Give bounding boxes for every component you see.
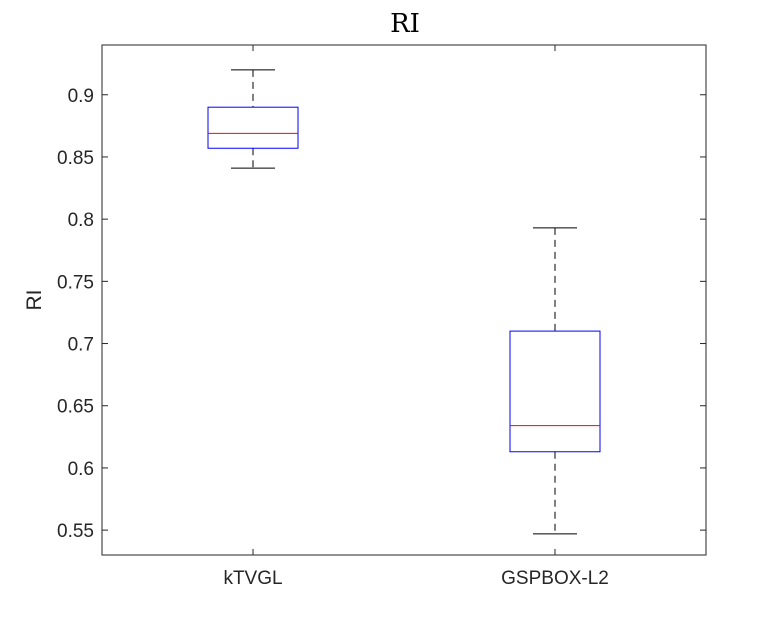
y-tick-label: 0.9 [68, 86, 94, 107]
x-tick-label: GSPBOX-L2 [501, 568, 609, 589]
y-tick-label: 0.8 [68, 210, 94, 231]
box-group [509, 227, 601, 535]
y-axis-label: RI [23, 290, 46, 311]
y-tick-label: 0.6 [68, 459, 94, 480]
x-tick-label: kTVGL [223, 568, 282, 589]
y-tick-label: 0.65 [57, 397, 94, 418]
box-group [207, 69, 299, 169]
y-tick-label: 0.85 [57, 148, 94, 169]
box [509, 330, 601, 453]
chart-title: RI [390, 9, 420, 39]
y-tick-label: 0.7 [68, 335, 94, 356]
y-tick-label: 0.55 [57, 521, 94, 542]
y-tick-label: 0.75 [57, 272, 94, 293]
plot-area [101, 44, 707, 556]
box [207, 106, 299, 149]
